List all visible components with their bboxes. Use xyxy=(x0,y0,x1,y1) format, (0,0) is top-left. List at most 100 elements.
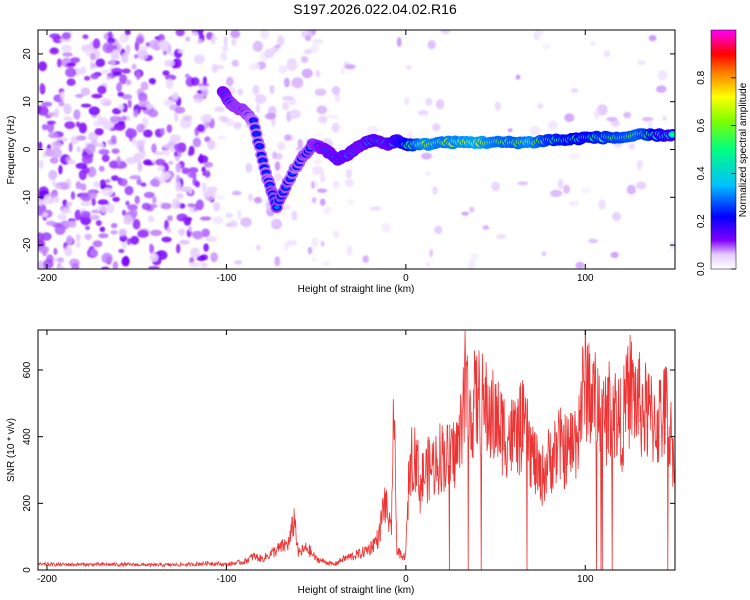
heatmap-noise-blob xyxy=(99,179,107,189)
heatmap-noise-blob xyxy=(108,160,119,169)
heatmap-noise-blob xyxy=(282,101,290,111)
heatmap-noise-blob xyxy=(297,138,304,149)
heatmap-noise-blob xyxy=(461,211,469,216)
heatmap-noise-blob xyxy=(166,227,172,234)
heatmap-noise-blob xyxy=(647,119,653,131)
heatmap-noise-blob xyxy=(58,164,63,175)
heatmap-noise-blob xyxy=(176,193,184,199)
y-tick-label: 0 xyxy=(22,567,33,573)
heatmap-noise-blob xyxy=(255,244,261,251)
heatmap-noise-blob xyxy=(304,35,312,41)
heatmap-noise-blob xyxy=(123,214,133,225)
heatmap-noise-blob xyxy=(191,31,199,37)
heatmap-noise-blob xyxy=(327,114,339,119)
heatmap-noise-blob xyxy=(254,196,262,204)
snr-plot-area xyxy=(38,330,675,570)
heatmap-noise-blob xyxy=(95,220,102,226)
y-tick-label: 200 xyxy=(22,495,33,512)
heatmap-noise-blob xyxy=(575,261,585,269)
heatmap-noise-blob xyxy=(202,76,207,86)
heatmap-noise-blob xyxy=(344,179,355,187)
heatmap-noise-blob xyxy=(143,129,153,138)
heatmap-noise-blob xyxy=(213,202,221,212)
snr-panel: -200 -100 0 100 0 200 400 600 Height of straigh… xyxy=(6,329,676,596)
heatmap-noise-blob xyxy=(211,63,218,74)
heatmap-noise-blob xyxy=(274,44,281,49)
heatmap-noise-blob xyxy=(80,87,91,96)
heatmap-noise-blob xyxy=(162,144,172,150)
heatmap-noise-blob xyxy=(175,162,182,173)
heatmap-noise-blob xyxy=(113,122,126,131)
heatmap-noise-blob xyxy=(109,115,121,123)
heatmap-noise-blob xyxy=(301,68,313,79)
heatmap-noise-blob xyxy=(234,260,243,265)
y-tick-label: -10 xyxy=(22,190,33,205)
heatmap-noise-blob xyxy=(62,52,73,57)
heatmap-noise-blob xyxy=(322,261,331,267)
heatmap-noise-blob xyxy=(45,220,57,226)
heatmap-noise-blob xyxy=(99,226,106,233)
ridge-core xyxy=(259,158,266,163)
heatmap-noise-blob xyxy=(181,167,190,175)
heatmap-noise-blob xyxy=(80,210,91,218)
heatmap-noise-blob xyxy=(92,240,103,248)
heatmap-noise-blob xyxy=(38,232,44,243)
heatmap-noise-blob xyxy=(344,64,356,70)
heatmap-noise-blob xyxy=(73,109,81,120)
heatmap-noise-blob xyxy=(101,266,110,269)
heatmap-noise-blob xyxy=(231,38,237,46)
heatmap-noise-blob xyxy=(441,30,451,35)
heatmap-noise-blob xyxy=(432,186,438,196)
heatmap-noise-blob xyxy=(588,238,598,244)
heatmap-noise-blob xyxy=(404,97,410,106)
heatmap-noise-blob xyxy=(62,199,68,206)
heatmap-noise-blob xyxy=(101,69,109,75)
heatmap-noise-blob xyxy=(63,116,73,121)
heatmap-noise-blob xyxy=(94,128,104,136)
heatmap-noise-blob xyxy=(107,37,116,44)
heatmap-noise-blob xyxy=(311,39,324,44)
heatmap-noise-blob xyxy=(205,236,217,242)
heatmap-noise-blob xyxy=(220,52,228,61)
heatmap-noise-blob xyxy=(38,159,44,169)
heatmap-noise-blob xyxy=(75,181,82,190)
x-tick-label: -100 xyxy=(216,574,236,585)
heatmap-noise-blob xyxy=(135,70,141,81)
heatmap-noise-blob xyxy=(312,165,324,175)
heatmap-noise-blob xyxy=(200,113,213,124)
heatmap-noise-blob xyxy=(237,88,244,96)
heatmap-noise-blob xyxy=(163,149,170,156)
colorbar-tick-label: 0.8 xyxy=(696,70,707,84)
heatmap-noise-blob xyxy=(70,191,76,200)
heatmap-noise-blob xyxy=(215,194,226,200)
heatmap-noise-blob xyxy=(48,169,58,181)
heatmap-noise-blob xyxy=(171,198,181,210)
heatmap-noise-blob xyxy=(64,121,76,129)
ridge-core xyxy=(669,132,675,137)
heatmap-noise-blob xyxy=(317,188,328,193)
heatmap-noise-blob xyxy=(310,44,320,53)
heatmap-noise-blob xyxy=(197,124,205,133)
heatmap-noise-blob xyxy=(48,132,59,139)
heatmap-noise-blob xyxy=(116,82,122,93)
heatmap-noise-blob xyxy=(149,253,159,262)
heatmap-noise-blob xyxy=(85,143,96,155)
colorbar-frame xyxy=(710,29,737,270)
heatmap-noise-blob xyxy=(281,204,292,211)
heatmap-noise-blob xyxy=(150,229,163,236)
heatmap-noise-blob xyxy=(152,196,157,204)
heatmap-noise-blob xyxy=(38,141,43,150)
heatmap-noise-blob xyxy=(53,108,60,118)
heatmap-noise-blob xyxy=(143,191,155,199)
heatmap-noise-blob xyxy=(46,122,55,133)
heatmap-noise-blob xyxy=(421,152,432,160)
heatmap-noise-blob xyxy=(160,202,172,210)
heatmap-noise-blob xyxy=(184,73,190,79)
heatmap-noise-blob xyxy=(626,184,636,195)
ridge-core xyxy=(250,118,257,123)
heatmap-noise-blob xyxy=(75,242,81,248)
heatmap-noise-blob xyxy=(635,181,647,190)
heatmap-noise-blob xyxy=(303,48,313,55)
heatmap-noise-blob xyxy=(91,197,96,206)
